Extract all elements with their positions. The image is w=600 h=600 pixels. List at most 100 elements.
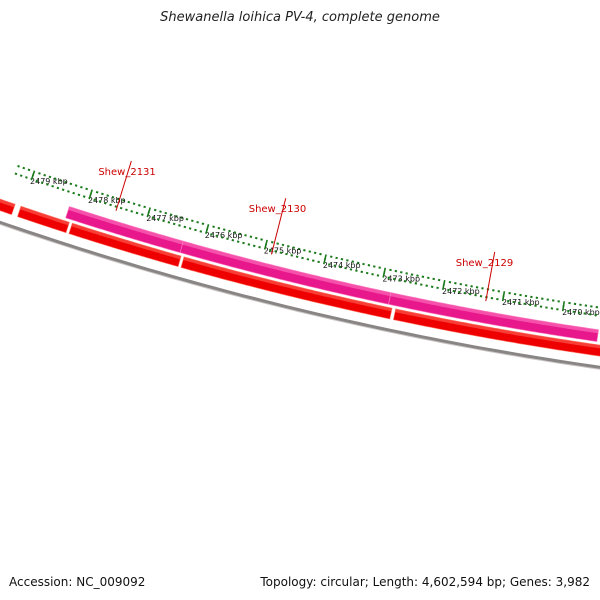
ruler-minor-tick bbox=[77, 193, 81, 197]
ruler-minor-tick bbox=[43, 173, 47, 177]
ruler-minor-tick bbox=[119, 206, 123, 210]
ruler-major-tick bbox=[146, 211, 150, 218]
ruler-minor-tick bbox=[254, 236, 258, 240]
ruler-minor-tick bbox=[53, 177, 57, 180]
ruler-major-tick bbox=[263, 243, 267, 250]
ruler-minor-tick bbox=[17, 164, 20, 168]
ruler-minor-tick bbox=[103, 201, 107, 205]
ruler-minor-tick bbox=[196, 221, 199, 224]
ruler-minor-tick bbox=[106, 194, 110, 197]
kbp-labels: 2479 kbp 2478 kbp 2477 kbp 2476 kbp 2475 kbp… bbox=[30, 177, 600, 317]
kbp-label: 2471 kbp bbox=[502, 298, 540, 307]
ruler-minor-tick bbox=[127, 200, 131, 204]
ruler-minor-tick bbox=[111, 195, 115, 199]
cds-forward-segment-shade bbox=[19, 206, 70, 226]
ruler-minor-tick bbox=[67, 190, 70, 193]
page-title: Shewanella loihica PV-4, complete genome bbox=[160, 10, 440, 25]
ruler-minor-tick bbox=[178, 224, 181, 227]
ruler-minor-tick bbox=[252, 244, 256, 248]
ruler-minor-tick bbox=[156, 218, 160, 221]
gene-leader-line bbox=[115, 160, 132, 211]
ruler-minor-tick bbox=[151, 216, 155, 219]
gene-leader-line bbox=[485, 251, 496, 302]
cds-reverse-track bbox=[65, 206, 599, 342]
ruler-inner bbox=[14, 172, 600, 317]
kbp-label: 2473 kbp bbox=[382, 275, 420, 284]
ruler-minor-tick bbox=[201, 222, 205, 226]
kbp-label: 2477 kbp bbox=[146, 214, 184, 223]
ruler-minor-tick bbox=[260, 238, 263, 241]
ruler-minor-tick bbox=[153, 208, 157, 212]
gene-labels: Shew_2131 Shew_2130 Shew_2129 bbox=[98, 160, 513, 302]
ruler-minor-tick bbox=[220, 236, 224, 239]
ruler-minor-tick bbox=[125, 208, 128, 212]
ruler-minor-tick bbox=[140, 213, 144, 216]
kbp-label: 2475 kbp bbox=[264, 246, 302, 255]
ruler-minor-tick bbox=[222, 228, 226, 231]
ruler-minor-tick bbox=[48, 175, 52, 179]
ruler-minor-tick bbox=[27, 168, 31, 172]
ruler-minor-tick bbox=[114, 205, 118, 208]
ruler-major-tick bbox=[88, 193, 92, 200]
ruler-minor-tick bbox=[167, 221, 171, 224]
ruler-minor-tick bbox=[69, 182, 73, 186]
ruler-minor-tick bbox=[244, 234, 247, 237]
ruler-minor-tick bbox=[137, 204, 141, 207]
ruler-minor-tick bbox=[59, 179, 62, 182]
accession-text: Accession: NC_009092 bbox=[9, 575, 146, 589]
ruler-minor-tick bbox=[180, 216, 184, 220]
ruler-minor-tick bbox=[233, 231, 237, 234]
ruler-minor-tick bbox=[85, 187, 88, 191]
ruler-minor-tick bbox=[93, 198, 97, 202]
gene-leader-line bbox=[270, 198, 287, 255]
ruler-minor-tick bbox=[215, 234, 219, 238]
ruler-minor-tick bbox=[159, 210, 162, 213]
ruler-minor-tick bbox=[249, 235, 253, 238]
cds-reverse-segment-shade bbox=[390, 292, 599, 334]
kbp-label: 2479 kbp bbox=[30, 177, 68, 186]
backbone-line bbox=[0, 220, 600, 369]
ruler-minor-tick bbox=[38, 172, 41, 175]
genome-summary-text: Topology: circular; Length: 4,602,594 bp… bbox=[260, 575, 590, 589]
ruler-minor-tick bbox=[109, 203, 112, 207]
ruler-minor-tick bbox=[72, 191, 76, 195]
ruler-minor-tick bbox=[51, 184, 54, 188]
ruler-major-tick bbox=[205, 227, 209, 235]
ruler-minor-tick bbox=[210, 233, 213, 236]
ruler-minor-tick bbox=[238, 232, 242, 236]
ruler-minor-tick bbox=[95, 190, 99, 194]
ruler-outer bbox=[17, 164, 599, 309]
ruler-minor-tick bbox=[190, 219, 194, 223]
ruler-minor-tick bbox=[80, 185, 83, 189]
ruler-minor-tick bbox=[247, 243, 251, 246]
ruler-minor-tick bbox=[172, 222, 176, 226]
ruler-minor-tick bbox=[175, 214, 178, 218]
ruler-minor-tick bbox=[199, 230, 203, 233]
cds-forward-segment-shade bbox=[0, 198, 16, 208]
ruler-minor-tick bbox=[25, 176, 28, 179]
ruler-major-tick bbox=[561, 305, 565, 312]
ruler-minor-tick bbox=[64, 180, 67, 184]
ruler-minor-tick bbox=[22, 166, 26, 170]
cds-forward-segment-shade bbox=[71, 223, 182, 260]
ruler-minor-tick bbox=[116, 197, 120, 201]
ruler-minor-tick bbox=[242, 241, 245, 245]
ruler-minor-tick bbox=[19, 174, 23, 177]
ruler-minor-tick bbox=[130, 210, 134, 213]
ruler-minor-tick bbox=[188, 227, 192, 230]
ruler-minor-tick bbox=[122, 199, 125, 202]
kbp-label: 2472 kbp bbox=[442, 287, 480, 296]
ruler-minor-tick bbox=[162, 219, 165, 223]
gene-label: Shew_2129 bbox=[456, 258, 513, 269]
ruler-minor-tick bbox=[14, 172, 18, 176]
ruler-major-tick bbox=[442, 283, 445, 291]
ruler-major-tick bbox=[382, 271, 386, 278]
gene-label: Shew_2131 bbox=[98, 167, 155, 178]
ruler-minor-tick bbox=[212, 225, 215, 228]
cds-reverse-segment-shade bbox=[182, 241, 391, 297]
ruler-major-tick bbox=[30, 174, 35, 181]
gene-label: Shew_2130 bbox=[249, 204, 306, 215]
ruler-minor-tick bbox=[183, 225, 187, 229]
ruler-minor-tick bbox=[185, 217, 189, 221]
ruler-minor-tick bbox=[98, 200, 102, 203]
